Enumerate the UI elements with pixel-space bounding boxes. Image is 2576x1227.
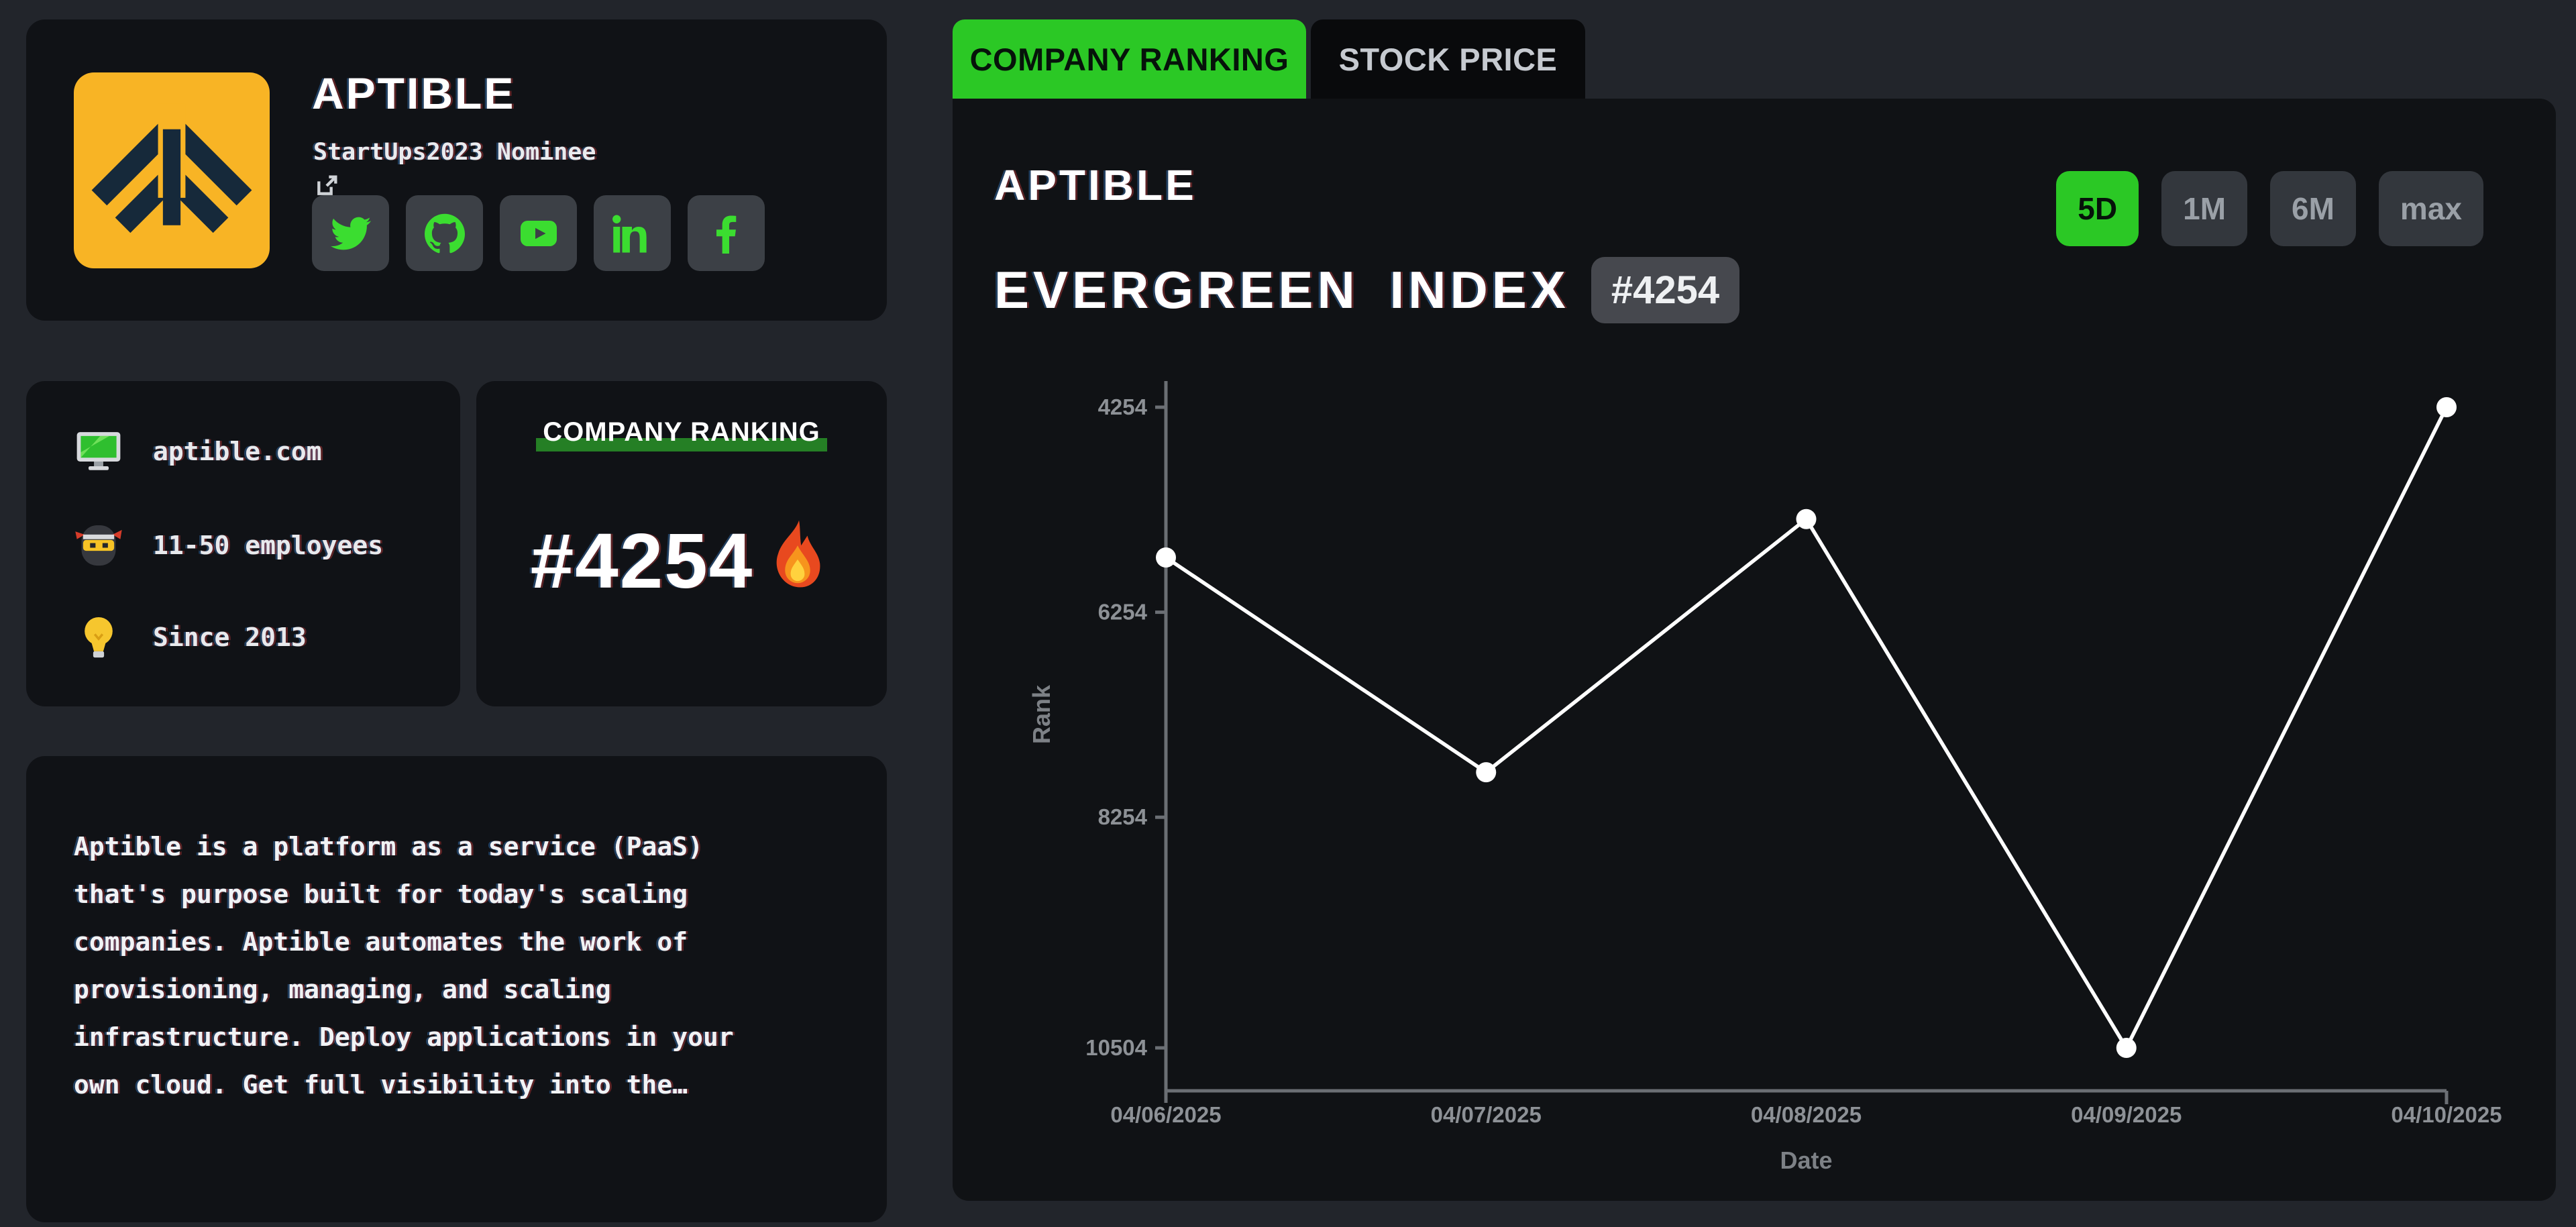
rank-chart: 4254 6254 8254 10504 04/06/2025 04/07/2025 04/… <box>1028 381 2502 1174</box>
range-1m-button[interactable]: 1M <box>2161 171 2248 246</box>
ninja-icon <box>75 525 122 566</box>
monitor-icon <box>76 432 121 470</box>
y-tick-label: 10504 <box>1085 1035 1147 1060</box>
x-axis-title: Date <box>1780 1146 1832 1174</box>
data-point <box>2436 397 2457 417</box>
data-point <box>1156 547 1176 568</box>
social-links <box>312 195 765 271</box>
x-tick-label: 04/07/2025 <box>1431 1102 1542 1127</box>
website-value: aptible.com <box>153 437 322 466</box>
ranking-value: #4254 <box>530 517 754 604</box>
y-tick-label: 4254 <box>1098 394 1148 419</box>
index-rank-badge: #4254 <box>1591 257 1740 323</box>
employees-row: 11-50 employees <box>74 519 383 572</box>
aptible-logo-icon <box>91 103 252 233</box>
ranking-card-title: COMPANY RANKING <box>476 416 887 451</box>
founded-row: Since 2013 <box>74 610 307 664</box>
tab-stock-price[interactable]: STOCK PRICE <box>1311 19 1585 99</box>
range-max-button[interactable]: max <box>2378 171 2483 246</box>
range-5d-button[interactable]: 5D <box>2056 171 2139 246</box>
range-selector: 5D 1M 6M max <box>2056 171 2483 246</box>
data-point <box>1796 509 1817 529</box>
range-6m-button[interactable]: 6M <box>2270 171 2356 246</box>
website-row: aptible.com <box>74 425 322 478</box>
index-title: EVERGREEN INDEX <box>994 260 1570 319</box>
data-point <box>2116 1038 2137 1058</box>
y-tick-label: 6254 <box>1098 600 1148 625</box>
facebook-icon <box>716 215 736 254</box>
description-card: Aptible is a platform as a service (PaaS… <box>26 756 887 1222</box>
facebook-link[interactable] <box>688 195 765 271</box>
external-link-icon[interactable] <box>313 172 340 199</box>
index-header: EVERGREEN INDEX #4254 <box>994 257 1740 323</box>
chart-company-name: APTIBLE <box>994 161 1197 209</box>
linkedin-link[interactable] <box>594 195 671 271</box>
github-icon <box>424 213 465 253</box>
twitter-link[interactable] <box>312 195 389 271</box>
brand-card: APTIBLE StartUps2023 Nominee <box>26 19 887 321</box>
twitter-icon <box>330 217 371 250</box>
youtube-icon <box>520 220 557 246</box>
fire-icon <box>776 520 820 588</box>
y-axis-title: Rank <box>1028 684 1055 744</box>
company-description: Aptible is a platform as a service (PaaS… <box>74 832 734 1100</box>
x-tick-label: 04/09/2025 <box>2071 1102 2182 1127</box>
x-tick-label: 04/10/2025 <box>2391 1102 2502 1127</box>
company-name: APTIBLE <box>312 68 516 118</box>
tab-company-ranking[interactable]: COMPANY RANKING <box>953 19 1306 99</box>
company-logo <box>74 72 270 268</box>
chart-panel: APTIBLE 5D 1M 6M max EVERGREEN INDEX #42… <box>953 99 2556 1201</box>
x-tick-label: 04/06/2025 <box>1110 1102 1221 1127</box>
youtube-link[interactable] <box>500 195 577 271</box>
data-point <box>1476 762 1497 783</box>
github-link[interactable] <box>406 195 483 271</box>
y-tick-label: 8254 <box>1098 804 1148 829</box>
lightbulb-icon <box>85 617 113 658</box>
ranking-value-row: #4254 <box>476 516 887 606</box>
x-tick-label: 04/08/2025 <box>1751 1102 1862 1127</box>
linkedin-icon <box>612 215 647 252</box>
rank-series-line <box>1165 406 2449 1052</box>
nominee-label: StartUps2023 Nominee <box>313 139 596 166</box>
facts-card: aptible.com 11-50 employees Since 2013 <box>26 381 460 706</box>
ranking-card: COMPANY RANKING #4254 <box>476 381 887 706</box>
founded-value: Since 2013 <box>153 623 307 652</box>
employees-value: 11-50 employees <box>153 531 384 560</box>
